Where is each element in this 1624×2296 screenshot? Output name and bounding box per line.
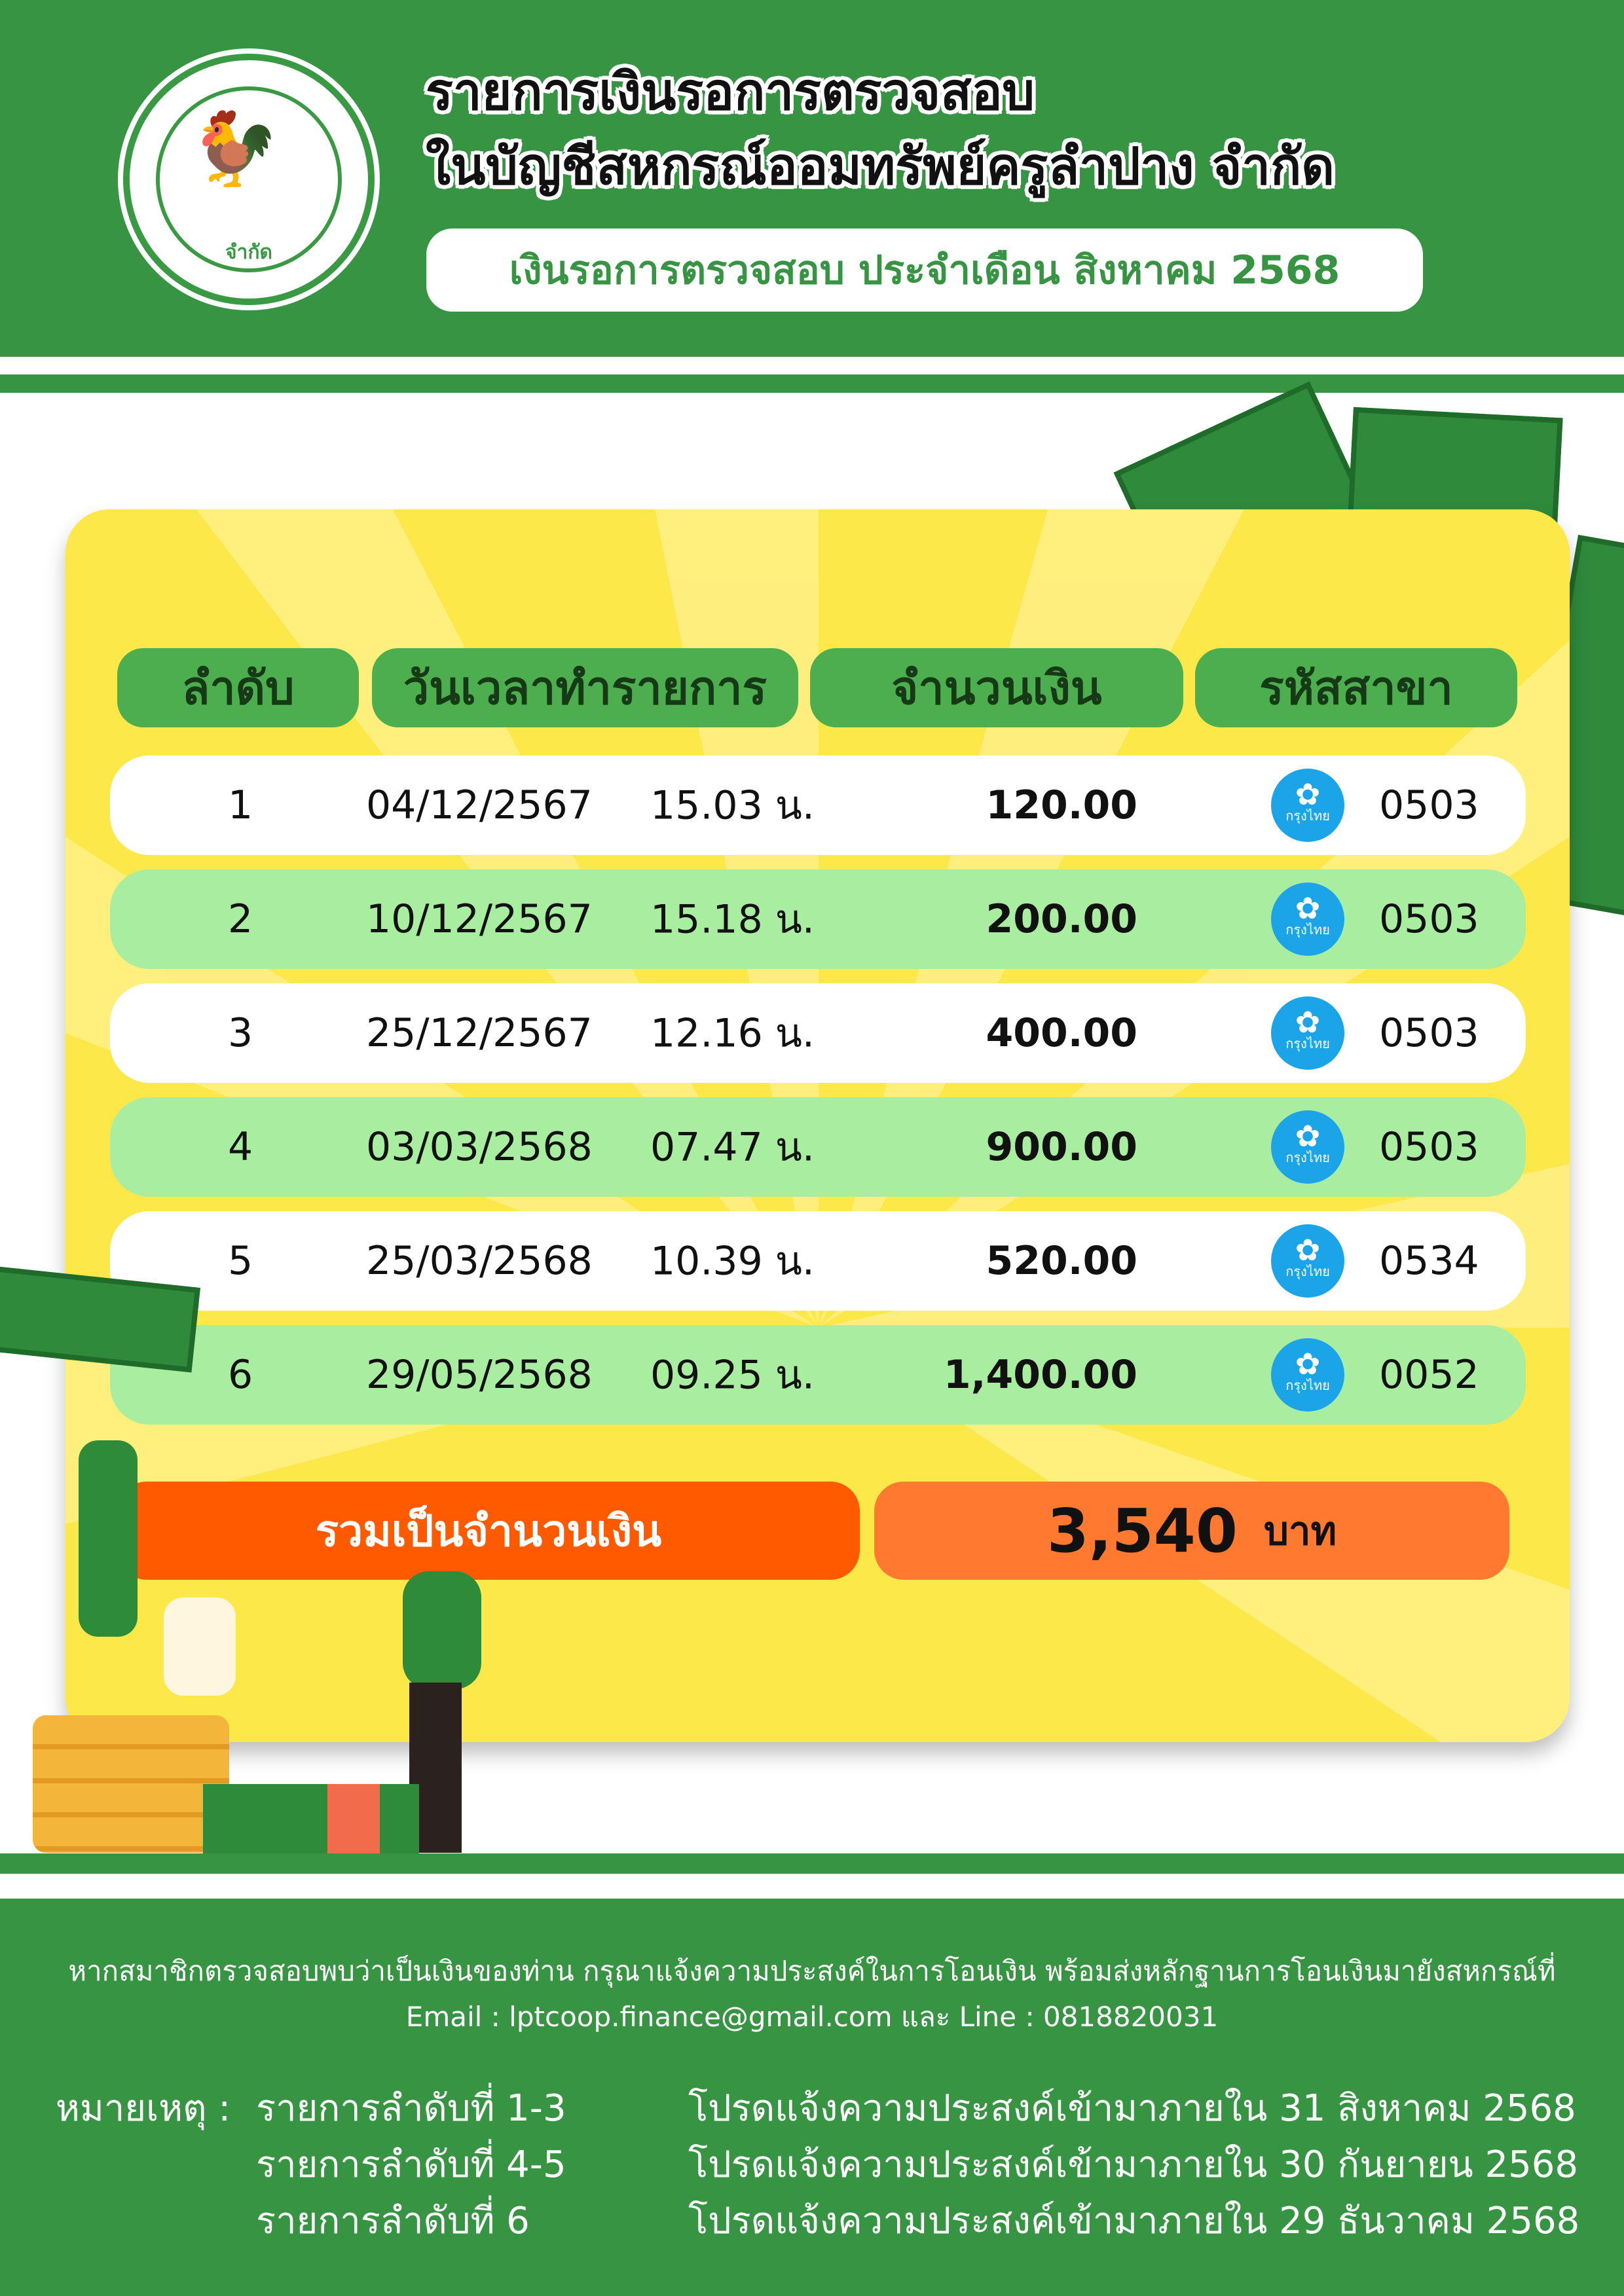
footer <box>0 1899 1624 2296</box>
row-number: 6 <box>228 1352 253 1398</box>
row-date: 03/03/2568 <box>366 1124 593 1170</box>
person-illustration <box>164 1597 236 1696</box>
money-stack-decoration <box>327 1784 380 1853</box>
total-value: 3,540 <box>1046 1495 1238 1566</box>
divider-stripe <box>0 374 1624 393</box>
column-header-branch: รหัสสาขา <box>1195 648 1517 727</box>
total-label: รวมเป็นจำนวนเงิน <box>117 1482 860 1580</box>
row-amount: 400.00 <box>986 1010 1137 1056</box>
row-date: 25/12/2567 <box>366 1010 593 1056</box>
note-deadline: โปรดแจ้งความประสงค์เข้ามาภายใน 29 ธันวาค… <box>688 2200 1580 2242</box>
row-time: 07.47 น. <box>650 1124 815 1171</box>
table-row: 2 10/12/2567 15.18 น. 200.00 ✿ กรุงไทย 05… <box>110 869 1526 969</box>
row-date: 29/05/2568 <box>366 1352 593 1398</box>
row-time: 15.18 น. <box>650 896 815 943</box>
row-branch-code: 0534 <box>1379 1238 1479 1284</box>
total-unit: บาท <box>1263 1508 1337 1554</box>
divider-stripe <box>0 1853 1624 1874</box>
person-illustration <box>403 1571 481 1689</box>
krungthai-bank-icon: ✿ กรุงไทย <box>1271 769 1344 842</box>
table-row: 5 25/03/2568 10.39 น. 520.00 ✿ กรุงไทย 05… <box>110 1211 1526 1311</box>
row-time: 12.16 น. <box>650 1010 815 1057</box>
person-illustration <box>79 1440 138 1637</box>
row-branch-code: 0503 <box>1379 1010 1479 1056</box>
total-amount-box: 3,540 บาท <box>874 1482 1509 1580</box>
row-date: 10/12/2567 <box>366 896 593 942</box>
row-time: 09.25 น. <box>650 1352 815 1398</box>
note-items: รายการลำดับที่ 4-5 <box>256 2143 566 2186</box>
column-header-datetime: วันเวลาทำรายการ <box>372 648 798 727</box>
table-row: 4 03/03/2568 07.47 น. 900.00 ✿ กรุงไทย 05… <box>110 1097 1526 1197</box>
row-date: 04/12/2567 <box>366 782 593 828</box>
note-deadline: โปรดแจ้งความประสงค์เข้ามาภายใน 30 กันยาย… <box>688 2143 1579 2186</box>
row-number: 3 <box>228 1010 253 1056</box>
row-number: 5 <box>228 1238 253 1284</box>
row-branch-code: 0503 <box>1379 896 1479 942</box>
note-deadline: โปรดแจ้งความประสงค์เข้ามาภายใน 31 สิงหาค… <box>688 2087 1576 2130</box>
money-stack-decoration <box>203 1784 419 1853</box>
row-amount: 120.00 <box>986 782 1137 828</box>
row-amount: 1,400.00 <box>943 1352 1137 1398</box>
row-branch-code: 0503 <box>1379 1124 1479 1170</box>
krungthai-bank-icon: ✿ กรุงไทย <box>1271 1224 1344 1298</box>
krungthai-bank-icon: ✿ กรุงไทย <box>1271 883 1344 956</box>
row-amount: 900.00 <box>986 1124 1137 1170</box>
note-items: รายการลำดับที่ 1-3 <box>256 2087 566 2130</box>
krungthai-bank-icon: ✿ กรุงไทย <box>1271 1338 1344 1412</box>
krungthai-bank-icon: ✿ กรุงไทย <box>1271 996 1344 1070</box>
table-row: 6 29/05/2568 09.25 น. 1,400.00 ✿ กรุงไทย … <box>110 1325 1526 1425</box>
row-time: 15.03 น. <box>650 782 815 829</box>
row-date: 25/03/2568 <box>366 1238 593 1284</box>
coop-logo: 🐓 จำกัด <box>123 54 375 305</box>
row-amount: 200.00 <box>986 896 1137 942</box>
rooster-icon: 🐓 <box>190 107 280 191</box>
row-branch-code: 0052 <box>1379 1352 1479 1398</box>
coin-stack-decoration <box>33 1715 229 1853</box>
footer-instruction: หากสมาชิกตรวจสอบพบว่าเป็นเงินของท่าน กรุ… <box>68 1955 1556 1987</box>
column-header-amount: จำนวนเงิน <box>810 648 1183 727</box>
table-row: 1 04/12/2567 15.03 น. 120.00 ✿ กรุงไทย 05… <box>110 756 1526 855</box>
page-title-line2: ในบัญชีสหกรณ์ออมทรัพย์ครูลำปาง จำกัด <box>426 137 1335 196</box>
page-title-line1: รายการเงินรอการตรวจสอบ <box>426 63 1035 122</box>
row-amount: 520.00 <box>986 1238 1137 1284</box>
row-time: 10.39 น. <box>650 1238 815 1285</box>
note-items: รายการลำดับที่ 6 <box>256 2200 530 2242</box>
note-label: หมายเหตุ : <box>56 2087 231 2130</box>
row-number: 2 <box>228 896 253 942</box>
footer-contact: Email : lptcoop.finance@gmail.com และ Li… <box>405 2001 1219 2033</box>
krungthai-bank-icon: ✿ กรุงไทย <box>1271 1110 1344 1184</box>
row-number: 4 <box>228 1124 253 1170</box>
row-branch-code: 0503 <box>1379 782 1479 828</box>
subtitle-pill: เงินรอการตรวจสอบ ประจำเดือน สิงหาคม 2568 <box>426 228 1423 312</box>
table-row: 3 25/12/2567 12.16 น. 400.00 ✿ กรุงไทย 05… <box>110 983 1526 1083</box>
row-number: 1 <box>228 782 253 828</box>
column-header-no: ลำดับ <box>117 648 359 727</box>
